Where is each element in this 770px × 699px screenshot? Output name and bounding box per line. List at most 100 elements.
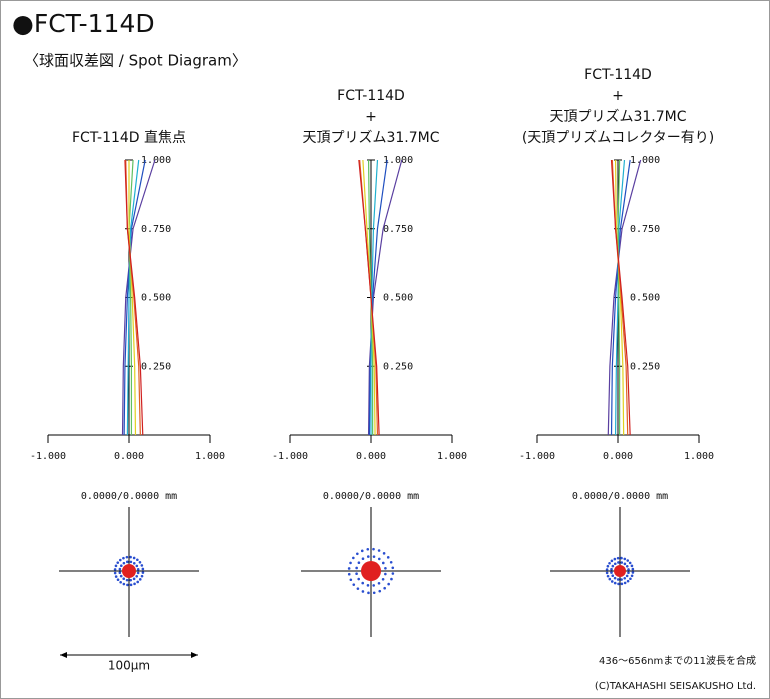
x-tick-label: 1.000 [195, 451, 225, 462]
spot-dot [119, 580, 122, 584]
spot-dot [631, 571, 635, 574]
spot-dot [372, 584, 376, 587]
spot-dot [114, 575, 118, 578]
spot-dot [391, 566, 395, 570]
spot-dot [382, 552, 386, 555]
spot-dot [136, 567, 140, 571]
spot-dot [623, 562, 627, 566]
spot-dot [122, 556, 125, 560]
aberration-curve [614, 159, 625, 436]
spot-dot [132, 577, 136, 581]
spot-dot [125, 578, 129, 582]
spot-dot [390, 577, 393, 581]
aberration-curve [128, 159, 134, 435]
chart-title: 天頂プリズム31.7MC [549, 109, 686, 125]
spot-dot [616, 556, 620, 560]
spot-dot [140, 574, 144, 578]
spot-dot [355, 572, 358, 576]
spot-dot [616, 578, 620, 581]
spot-dot [625, 574, 629, 578]
spot-dot [138, 560, 142, 564]
x-tick-label: -1.000 [519, 451, 555, 462]
aberration-curve [126, 159, 140, 436]
page-title: ●FCT-114D [12, 9, 155, 38]
spot-label: 0.0000/0.0000 mm [81, 491, 177, 502]
y-tick-label: 0.250 [141, 361, 171, 372]
spot-dot [620, 582, 624, 586]
spot-dot [613, 581, 617, 585]
spot-dot [366, 555, 370, 558]
chart-title: FCT-114D [337, 88, 405, 104]
spot-dot [610, 567, 613, 571]
x-tick-label: 0.000 [603, 451, 633, 462]
spot-dot [361, 581, 365, 585]
spot-dot [357, 577, 361, 581]
spot-dot [347, 572, 351, 576]
spot-dot [630, 564, 634, 568]
spot-dot [119, 574, 123, 578]
spot-dot [366, 547, 370, 551]
spot-label: 0.0000/0.0000 mm [572, 491, 668, 502]
spot-dot [129, 560, 133, 564]
spot-dot [613, 576, 617, 580]
spot-dot [381, 577, 385, 581]
aberration-curve [370, 159, 379, 435]
aberration-curve [610, 159, 631, 436]
spot-dot [631, 567, 635, 571]
x-tick-label: 0.000 [356, 451, 386, 462]
page-subtitle: 〈球面収差図 / Spot Diagram〉 [24, 52, 247, 70]
spot-dot [608, 577, 612, 581]
spot-dot [132, 556, 136, 560]
spot-dot [136, 580, 140, 584]
y-tick-label: 1.000 [630, 155, 660, 166]
spot-dot [606, 564, 610, 568]
spot-dot [627, 571, 630, 575]
spot-dot [377, 549, 381, 552]
spot-dot [610, 571, 613, 574]
spot-dot [606, 574, 610, 578]
spot-dot [623, 581, 627, 585]
spot-dot [114, 564, 118, 568]
spot-dot [361, 557, 365, 561]
spot-dot [384, 566, 387, 570]
spot-dot [349, 561, 352, 565]
spot-dot [352, 583, 356, 586]
spot-dot [625, 564, 629, 568]
chart-title: FCT-114D 直焦点 [72, 129, 186, 146]
spot-dot [140, 564, 144, 567]
chart-title: + [365, 109, 377, 125]
spot-dot [136, 571, 140, 575]
spot-core [361, 561, 381, 581]
spot-dot [141, 567, 145, 571]
spot-dot [122, 582, 126, 586]
spot-dot [628, 561, 632, 565]
spot-dot [136, 558, 139, 562]
spot-dot [118, 558, 122, 562]
spot-dot [129, 555, 132, 559]
aberration-curve [610, 159, 631, 436]
spot-dot [357, 561, 361, 565]
spot-core [122, 564, 136, 578]
spot-dot [349, 578, 353, 582]
spot-dot [133, 582, 136, 586]
spot-dot [129, 578, 133, 582]
spot-dot [391, 572, 395, 575]
spot-core [614, 565, 626, 577]
aberration-curve [617, 159, 621, 435]
aberration-curve [368, 159, 388, 436]
spot-dot [132, 561, 136, 565]
spot-dot [620, 561, 624, 564]
spot-dot [352, 556, 355, 560]
aberration-curve [614, 159, 626, 436]
spot-dot [610, 559, 614, 563]
y-tick-label: 0.500 [630, 293, 660, 304]
chart-title: 天頂プリズム31.7MC [302, 130, 439, 146]
y-tick-label: 1.000 [141, 155, 171, 166]
spot-dot [378, 589, 382, 593]
y-tick-label: 1.000 [383, 155, 413, 166]
x-tick-label: -1.000 [272, 451, 308, 462]
spot-dot [626, 559, 630, 562]
spot-dot [372, 591, 376, 595]
